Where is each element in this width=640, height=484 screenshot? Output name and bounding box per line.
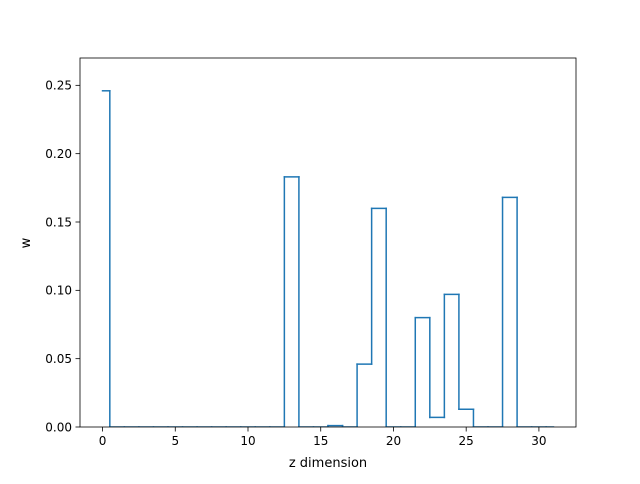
x-tick-label: 5 [171, 434, 179, 448]
x-tick-label: 0 [99, 434, 107, 448]
y-tick-label: 0.05 [45, 352, 72, 366]
x-tick-label: 20 [386, 434, 401, 448]
x-tick-label: 30 [531, 434, 546, 448]
y-tick-label: 0.20 [45, 147, 72, 161]
y-tick-label: 0.15 [45, 215, 72, 229]
x-axis-label: z dimension [289, 456, 367, 471]
x-tick-label: 15 [313, 434, 328, 448]
series-0 [101, 90, 555, 427]
y-axis-label: w [19, 237, 34, 248]
x-tick-label: 10 [240, 434, 255, 448]
axes-frame [79, 57, 577, 428]
y-tick-label: 0.25 [45, 79, 72, 93]
plot-layer [101, 90, 555, 427]
y-tick-label: 0.00 [45, 420, 72, 434]
x-tick-label: 25 [459, 434, 474, 448]
y-tick-label: 0.10 [45, 284, 72, 298]
axes-layer: 0 5 10 15 20 25 30 0.00 0.05 0.10 0.15 0.20 0.25 [45, 57, 577, 448]
